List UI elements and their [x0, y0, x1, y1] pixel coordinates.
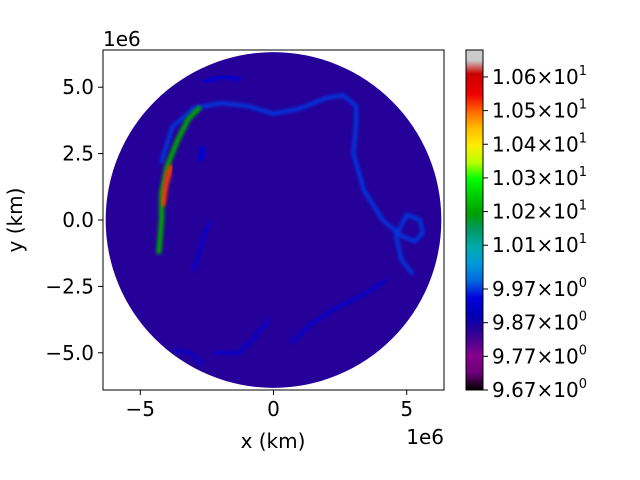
colorbar-tick-mantissa: 9.87 — [492, 311, 537, 335]
x-tick-label: 5 — [400, 397, 413, 421]
field-feature-jet-max — [162, 170, 169, 190]
colorbar-tick-base: 10 — [553, 65, 578, 89]
y-axis-label: y (km) — [3, 188, 27, 253]
colorbar-tick-mantissa: 9.97 — [492, 277, 537, 301]
colorbar-tick-exponent: 0 — [579, 377, 587, 392]
colorbar-tick-exponent: 1 — [579, 199, 587, 214]
colorbar-tick-label: 1.03×101 — [492, 165, 587, 190]
colorbar-tick-mantissa: 9.67 — [492, 378, 537, 402]
colorbar-tick-base: 10 — [553, 132, 578, 156]
field-feature-lower-left-swirl — [173, 348, 204, 365]
colorbar-tick-label: 9.87×100 — [492, 310, 587, 335]
colorbar-tick-base: 10 — [553, 99, 578, 123]
field-feature-right-filament — [290, 279, 387, 344]
colorbar-tick-times: × — [537, 65, 554, 89]
y-tick-label: 5.0 — [62, 75, 94, 99]
colorbar-tick-base: 10 — [553, 378, 578, 402]
y-tick-label: −2.5 — [45, 274, 94, 298]
colorbar-tick-base: 10 — [553, 233, 578, 257]
x-tick-label: −5 — [126, 397, 155, 421]
colorbar-tick-label: 1.04×101 — [492, 131, 587, 156]
colorbar-tick-mantissa: 1.01 — [492, 233, 537, 257]
colorbar-tick-label: 9.77×100 — [492, 343, 587, 368]
y-offset-label: 1e6 — [103, 27, 141, 51]
colorbar-tick-exponent: 1 — [579, 165, 587, 180]
domain-disk — [105, 52, 442, 388]
colorbar-tick-base: 10 — [553, 277, 578, 301]
colorbar-tick-times: × — [537, 277, 554, 301]
y-tick-label: −5.0 — [45, 341, 94, 365]
field-feature-upper-eddy — [202, 74, 241, 84]
colorbar-tick-times: × — [537, 99, 554, 123]
field-feature-lower-filament — [213, 319, 270, 355]
plot-area — [103, 50, 444, 390]
field-features — [156, 74, 425, 365]
colorbar-tick-exponent: 1 — [579, 64, 587, 79]
colorbar-tick-exponent: 0 — [579, 276, 587, 291]
colorbar-tick-label: 9.67×100 — [492, 377, 587, 402]
field-feature-jet-core — [156, 105, 202, 255]
colorbar-tick-exponent: 0 — [579, 343, 587, 358]
colorbar-tick-base: 10 — [553, 344, 578, 368]
colorbar-tick-times: × — [537, 311, 554, 335]
colorbar: 9.67×1009.77×1009.87×1009.97×1001.01×101… — [465, 49, 587, 402]
colorbar-tick-base: 10 — [553, 311, 578, 335]
y-axis-ticks: 5.0 2.5 0.0 −2.5 −5.0 — [45, 75, 103, 365]
colorbar-tick-times: × — [537, 344, 554, 368]
colorbar-tick-exponent: 0 — [579, 310, 587, 325]
x-axis-label: x (km) — [241, 429, 306, 453]
colorbar-tick-base: 10 — [553, 166, 578, 190]
colorbar-tick-label: 1.05×101 — [492, 98, 587, 123]
colorbar-tick-mantissa: 1.02 — [492, 200, 537, 224]
field-feature-mid-filament — [192, 221, 212, 272]
colorbar-tick-mantissa: 9.77 — [492, 344, 537, 368]
colorbar-tick-mantissa: 1.04 — [492, 132, 537, 156]
y-tick-label: 0.0 — [62, 208, 94, 232]
x-tick-label: 0 — [267, 397, 280, 421]
x-offset-label: 1e6 — [406, 425, 444, 449]
colorbar-tick-times: × — [537, 132, 554, 156]
colorbar-tick-base: 10 — [553, 200, 578, 224]
colorbar-tick-label: 1.01×101 — [492, 232, 587, 257]
colorbar-gradient — [465, 49, 484, 391]
colorbar-tick-exponent: 1 — [579, 98, 587, 113]
colorbar-tick-mantissa: 1.05 — [492, 99, 537, 123]
colorbar-tick-label: 1.02×101 — [492, 199, 587, 224]
y-tick-label: 2.5 — [62, 142, 94, 166]
colorbar-tick-label: 1.06×101 — [492, 64, 587, 89]
colorbar-tick-mantissa: 1.03 — [492, 166, 537, 190]
field-feature-left-eddy — [195, 145, 208, 162]
colorbar-tick-times: × — [537, 233, 554, 257]
colorbar-tick-times: × — [537, 166, 554, 190]
colorbar-ticks: 9.67×1009.77×1009.87×1009.97×1001.01×101… — [483, 64, 587, 402]
colorbar-tick-exponent: 1 — [579, 131, 587, 146]
colorbar-tick-mantissa: 1.06 — [492, 65, 537, 89]
x-axis-ticks: −5 0 5 — [126, 390, 413, 421]
field-feature-main-jet — [159, 93, 425, 276]
colorbar-tick-times: × — [537, 378, 554, 402]
colorbar-tick-exponent: 1 — [579, 232, 587, 247]
colorbar-tick-times: × — [537, 200, 554, 224]
colorbar-tick-label: 9.97×100 — [492, 276, 587, 301]
